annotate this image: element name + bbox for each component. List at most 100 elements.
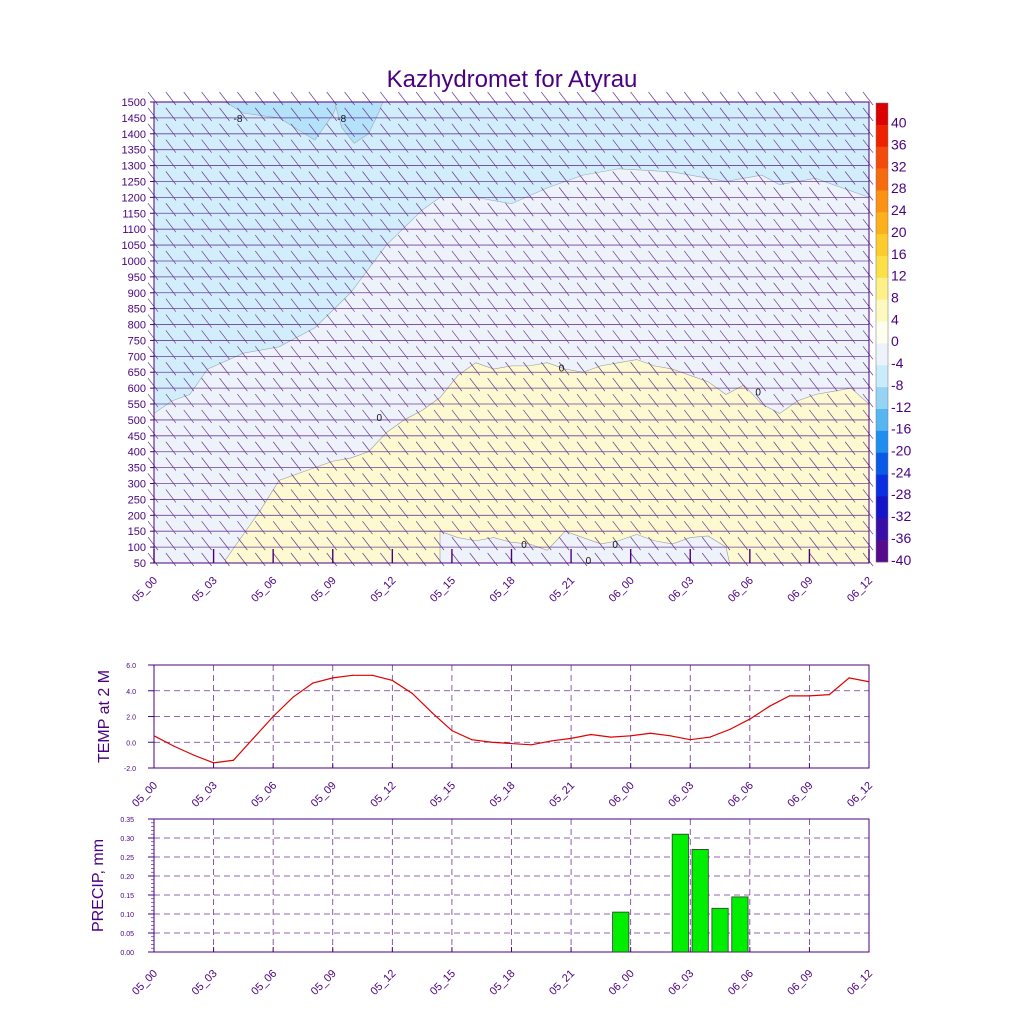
- wind-barb-staff: [147, 155, 159, 169]
- wind-barb-staff: [290, 298, 302, 312]
- wind-barb-staff: [630, 536, 641, 551]
- precip-y-tick-label: 0.15: [120, 893, 134, 900]
- wind-barb: [397, 362, 409, 376]
- wind-barb-staff: [290, 457, 302, 471]
- wind-barb-staff: [469, 473, 481, 487]
- wind-barb: [844, 330, 856, 344]
- wind-barb-staff: [397, 362, 409, 376]
- wind-barb: [809, 218, 820, 233]
- wind-barb-staff: [540, 330, 552, 344]
- wind-barb-staff: [558, 298, 570, 312]
- wind-barb: [147, 234, 159, 249]
- wind-barb-staff: [630, 377, 641, 392]
- wind-barb: [523, 218, 534, 233]
- wind-barb: [648, 425, 659, 440]
- wind-barb: [773, 425, 784, 440]
- wind-barb-staff: [719, 457, 731, 471]
- wind-barb-staff: [683, 171, 695, 185]
- temp-x-tick-label: 05_21: [547, 780, 577, 810]
- wind-barb-staff: [683, 346, 695, 360]
- wind-barb: [594, 425, 606, 440]
- wind-barb: [433, 409, 445, 424]
- wind-barb: [362, 425, 373, 440]
- wind-barb-staff: [451, 505, 463, 519]
- wind-barb-staff: [594, 425, 606, 440]
- wind-barb-staff: [773, 282, 784, 296]
- wind-barb-staff: [433, 489, 445, 503]
- wind-barb: [594, 298, 606, 312]
- wind-barb: [201, 139, 212, 153]
- wind-barb-staff: [272, 250, 284, 265]
- wind-barb-staff: [737, 377, 749, 392]
- wind-barb-staff: [272, 457, 284, 471]
- wind-barb-staff: [219, 123, 230, 138]
- wind-barb-staff: [505, 314, 516, 328]
- wind-barb-staff: [415, 346, 427, 360]
- wind-barb-staff: [719, 218, 731, 233]
- wind-barb-staff: [290, 409, 302, 424]
- wind-barb-staff: [147, 552, 159, 567]
- wind-barb-staff: [701, 473, 713, 487]
- wind-barb-staff: [719, 377, 731, 392]
- wind-barb: [558, 250, 570, 265]
- wind-barb: [844, 266, 856, 281]
- wind-barb-staff: [523, 218, 534, 233]
- wind-barb: [487, 489, 498, 503]
- wind-barb: [397, 139, 409, 153]
- wind-barb-staff: [290, 234, 302, 249]
- wind-barb: [469, 552, 481, 567]
- wind-barb-staff: [612, 314, 624, 328]
- wind-barb-staff: [415, 409, 427, 424]
- wind-barb-staff: [415, 139, 427, 153]
- wind-barb: [558, 282, 570, 296]
- wind-barb: [201, 298, 212, 312]
- wind-barb-staff: [791, 425, 802, 440]
- wind-barb-staff: [558, 536, 570, 551]
- wind-barb-staff: [701, 441, 713, 455]
- wind-barb: [558, 155, 570, 169]
- wind-barb: [755, 362, 767, 376]
- wind-barb: [683, 171, 695, 185]
- wind-barb-staff: [308, 250, 320, 265]
- wind-barb: [415, 298, 427, 312]
- wind-barb-staff: [683, 187, 695, 201]
- wind-barb: [558, 520, 570, 535]
- wind-barb-staff: [201, 123, 212, 138]
- wind-barb-staff: [469, 218, 481, 233]
- precip-x-tick-label: 06_12: [845, 968, 875, 998]
- wind-barb: [308, 393, 320, 408]
- wind-barb-staff: [201, 314, 212, 328]
- wind-barb-staff: [290, 123, 302, 138]
- wind-barb-staff: [433, 377, 445, 392]
- wind-barb: [326, 536, 338, 551]
- wind-barb-staff: [809, 520, 820, 535]
- wind-barb: [666, 362, 677, 376]
- wind-barb: [362, 552, 373, 567]
- wind-barb-staff: [701, 489, 713, 503]
- wind-barb: [755, 473, 767, 487]
- wind-barb-staff: [308, 218, 320, 233]
- wind-barb: [505, 457, 516, 471]
- wind-barb: [648, 314, 659, 328]
- wind-barb-staff: [826, 520, 838, 535]
- colorbar-label: 40: [891, 115, 907, 131]
- wind-barb: [737, 218, 749, 233]
- wind-barb-staff: [183, 393, 195, 408]
- wind-barb: [505, 552, 516, 567]
- wind-barb: [344, 441, 355, 455]
- wind-barb: [344, 171, 355, 185]
- wind-barb: [612, 250, 624, 265]
- wind-barb-staff: [683, 314, 695, 328]
- wind-barb: [272, 250, 284, 265]
- wind-barb-staff: [666, 171, 677, 185]
- wind-barb-staff: [719, 250, 731, 265]
- wind-barb-staff: [791, 139, 802, 153]
- wind-barb: [415, 393, 427, 408]
- wind-barb-staff: [737, 536, 749, 551]
- wind-barb-staff: [165, 234, 177, 249]
- wind-barb: [612, 282, 624, 296]
- wind-barb-staff: [862, 218, 874, 233]
- wind-barb: [594, 520, 606, 535]
- wind-barb-staff: [237, 330, 248, 344]
- wind-barb: [576, 409, 588, 424]
